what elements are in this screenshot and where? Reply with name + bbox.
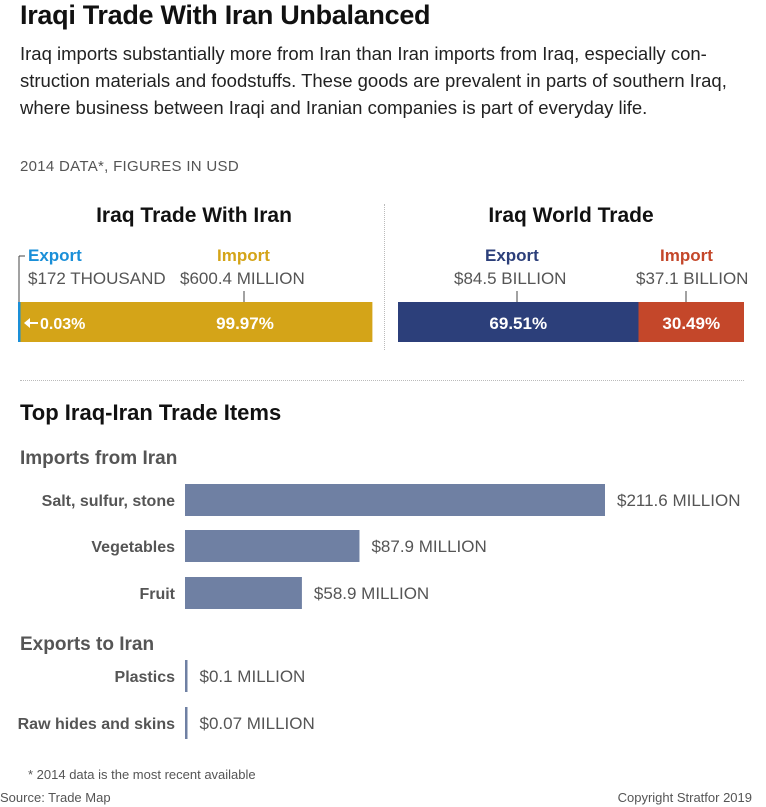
iran-export-share-label: 0.03% xyxy=(40,316,85,333)
item-bar xyxy=(185,707,188,739)
item-value-label: $211.6 MILLION xyxy=(617,491,740,510)
chart-subtitle: Iraq imports substantially more from Ira… xyxy=(20,43,727,118)
item-value-label: $0.07 MILLION xyxy=(200,714,315,733)
world-import-label: Import xyxy=(660,246,713,265)
share-bar-iran-0 xyxy=(18,302,21,342)
item-bar xyxy=(185,530,360,562)
item-category-label: Vegetables xyxy=(91,539,175,556)
footnote: * 2014 data is the most recent available xyxy=(28,767,256,782)
world-export-amount: $84.5 BILLION xyxy=(454,269,567,288)
section-divider xyxy=(20,380,744,381)
items-section-title: Top Iraq-Iran Trade Items xyxy=(20,400,282,425)
source: Source: Trade Map xyxy=(0,790,111,805)
item-bar xyxy=(185,660,188,692)
world-export-share-label: 69.51% xyxy=(489,314,547,333)
item-bar xyxy=(185,577,302,609)
panel-title-iran: Iraq Trade With Iran xyxy=(96,204,292,227)
panel-divider xyxy=(384,204,385,350)
copyright: Copyright Stratfor 2019 xyxy=(617,790,752,805)
panel-title-world: Iraq World Trade xyxy=(488,204,654,227)
exports-group-title: Exports to Iran xyxy=(20,634,155,655)
iran-export-label: Export xyxy=(28,246,82,265)
item-category-label: Plastics xyxy=(115,669,176,686)
item-category-label: Raw hides and skins xyxy=(18,716,175,733)
item-value-label: $87.9 MILLION xyxy=(371,537,486,556)
chart-title: Iraqi Trade With Iran Unbalanced xyxy=(20,0,431,30)
iran-import-amount: $600.4 MILLION xyxy=(180,269,305,288)
iran-export-amount: $172 THOUSAND xyxy=(28,269,166,288)
iran-import-label: Import xyxy=(217,246,270,265)
share-bar-world-0 xyxy=(398,302,639,342)
share-bar-iran-1 xyxy=(20,302,373,342)
arrow-head xyxy=(24,318,30,328)
data-note: 2014 DATA*, FIGURES IN USD xyxy=(20,158,239,175)
world-export-label: Export xyxy=(485,246,539,265)
item-category-label: Fruit xyxy=(139,586,175,603)
item-value-label: $58.9 MILLION xyxy=(314,584,429,603)
item-bar xyxy=(185,484,605,516)
share-bar-world-1 xyxy=(638,302,744,342)
imports-group-title: Imports from Iran xyxy=(20,448,178,469)
world-import-amount: $37.1 BILLION xyxy=(636,269,749,288)
world-import-share-label: 30.49% xyxy=(662,314,720,333)
item-category-label: Salt, sulfur, stone xyxy=(42,493,175,510)
iran-import-share-label: 99.97% xyxy=(216,314,274,333)
item-value-label: $0.1 MILLION xyxy=(200,667,306,686)
